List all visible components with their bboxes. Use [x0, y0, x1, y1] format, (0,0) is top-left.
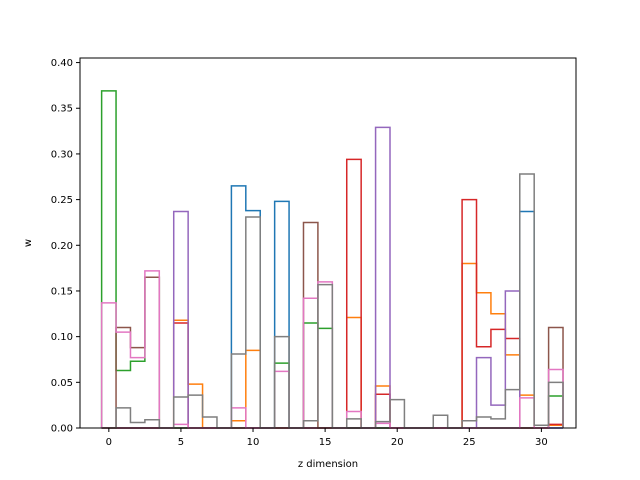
y-tick-label: 0.35: [51, 104, 73, 115]
y-tick-label: 0.00: [51, 424, 73, 435]
y-axis-label: w: [23, 239, 34, 247]
series-line-7: [101, 173, 564, 429]
y-tick-label: 0.20: [51, 241, 73, 252]
y-tick-label: 0.25: [51, 195, 73, 206]
x-tick-label: 25: [463, 437, 476, 448]
y-tick-label: 0.05: [51, 378, 73, 389]
y-tick-label: 0.30: [51, 149, 73, 160]
y-tick-label: 0.10: [51, 332, 73, 343]
x-tick-label: 15: [319, 437, 332, 448]
series-layer: [100, 90, 564, 429]
x-tick-label: 10: [247, 437, 260, 448]
x-tick-label: 20: [391, 437, 404, 448]
x-tick-label: 0: [106, 437, 112, 448]
y-tick-label: 0.40: [51, 58, 73, 69]
x-tick-label: 30: [535, 437, 548, 448]
plot-frame: [79, 57, 577, 429]
x-tick-label: 5: [178, 437, 184, 448]
x-axis-label: z dimension: [298, 459, 358, 470]
x-axis: 0 5 10 15 20 25 30: [106, 428, 548, 448]
y-axis: 0.00 0.05 0.10 0.15 0.20 0.25 0.30 0.35 0.40: [51, 58, 80, 435]
y-tick-label: 0.15: [51, 286, 73, 297]
